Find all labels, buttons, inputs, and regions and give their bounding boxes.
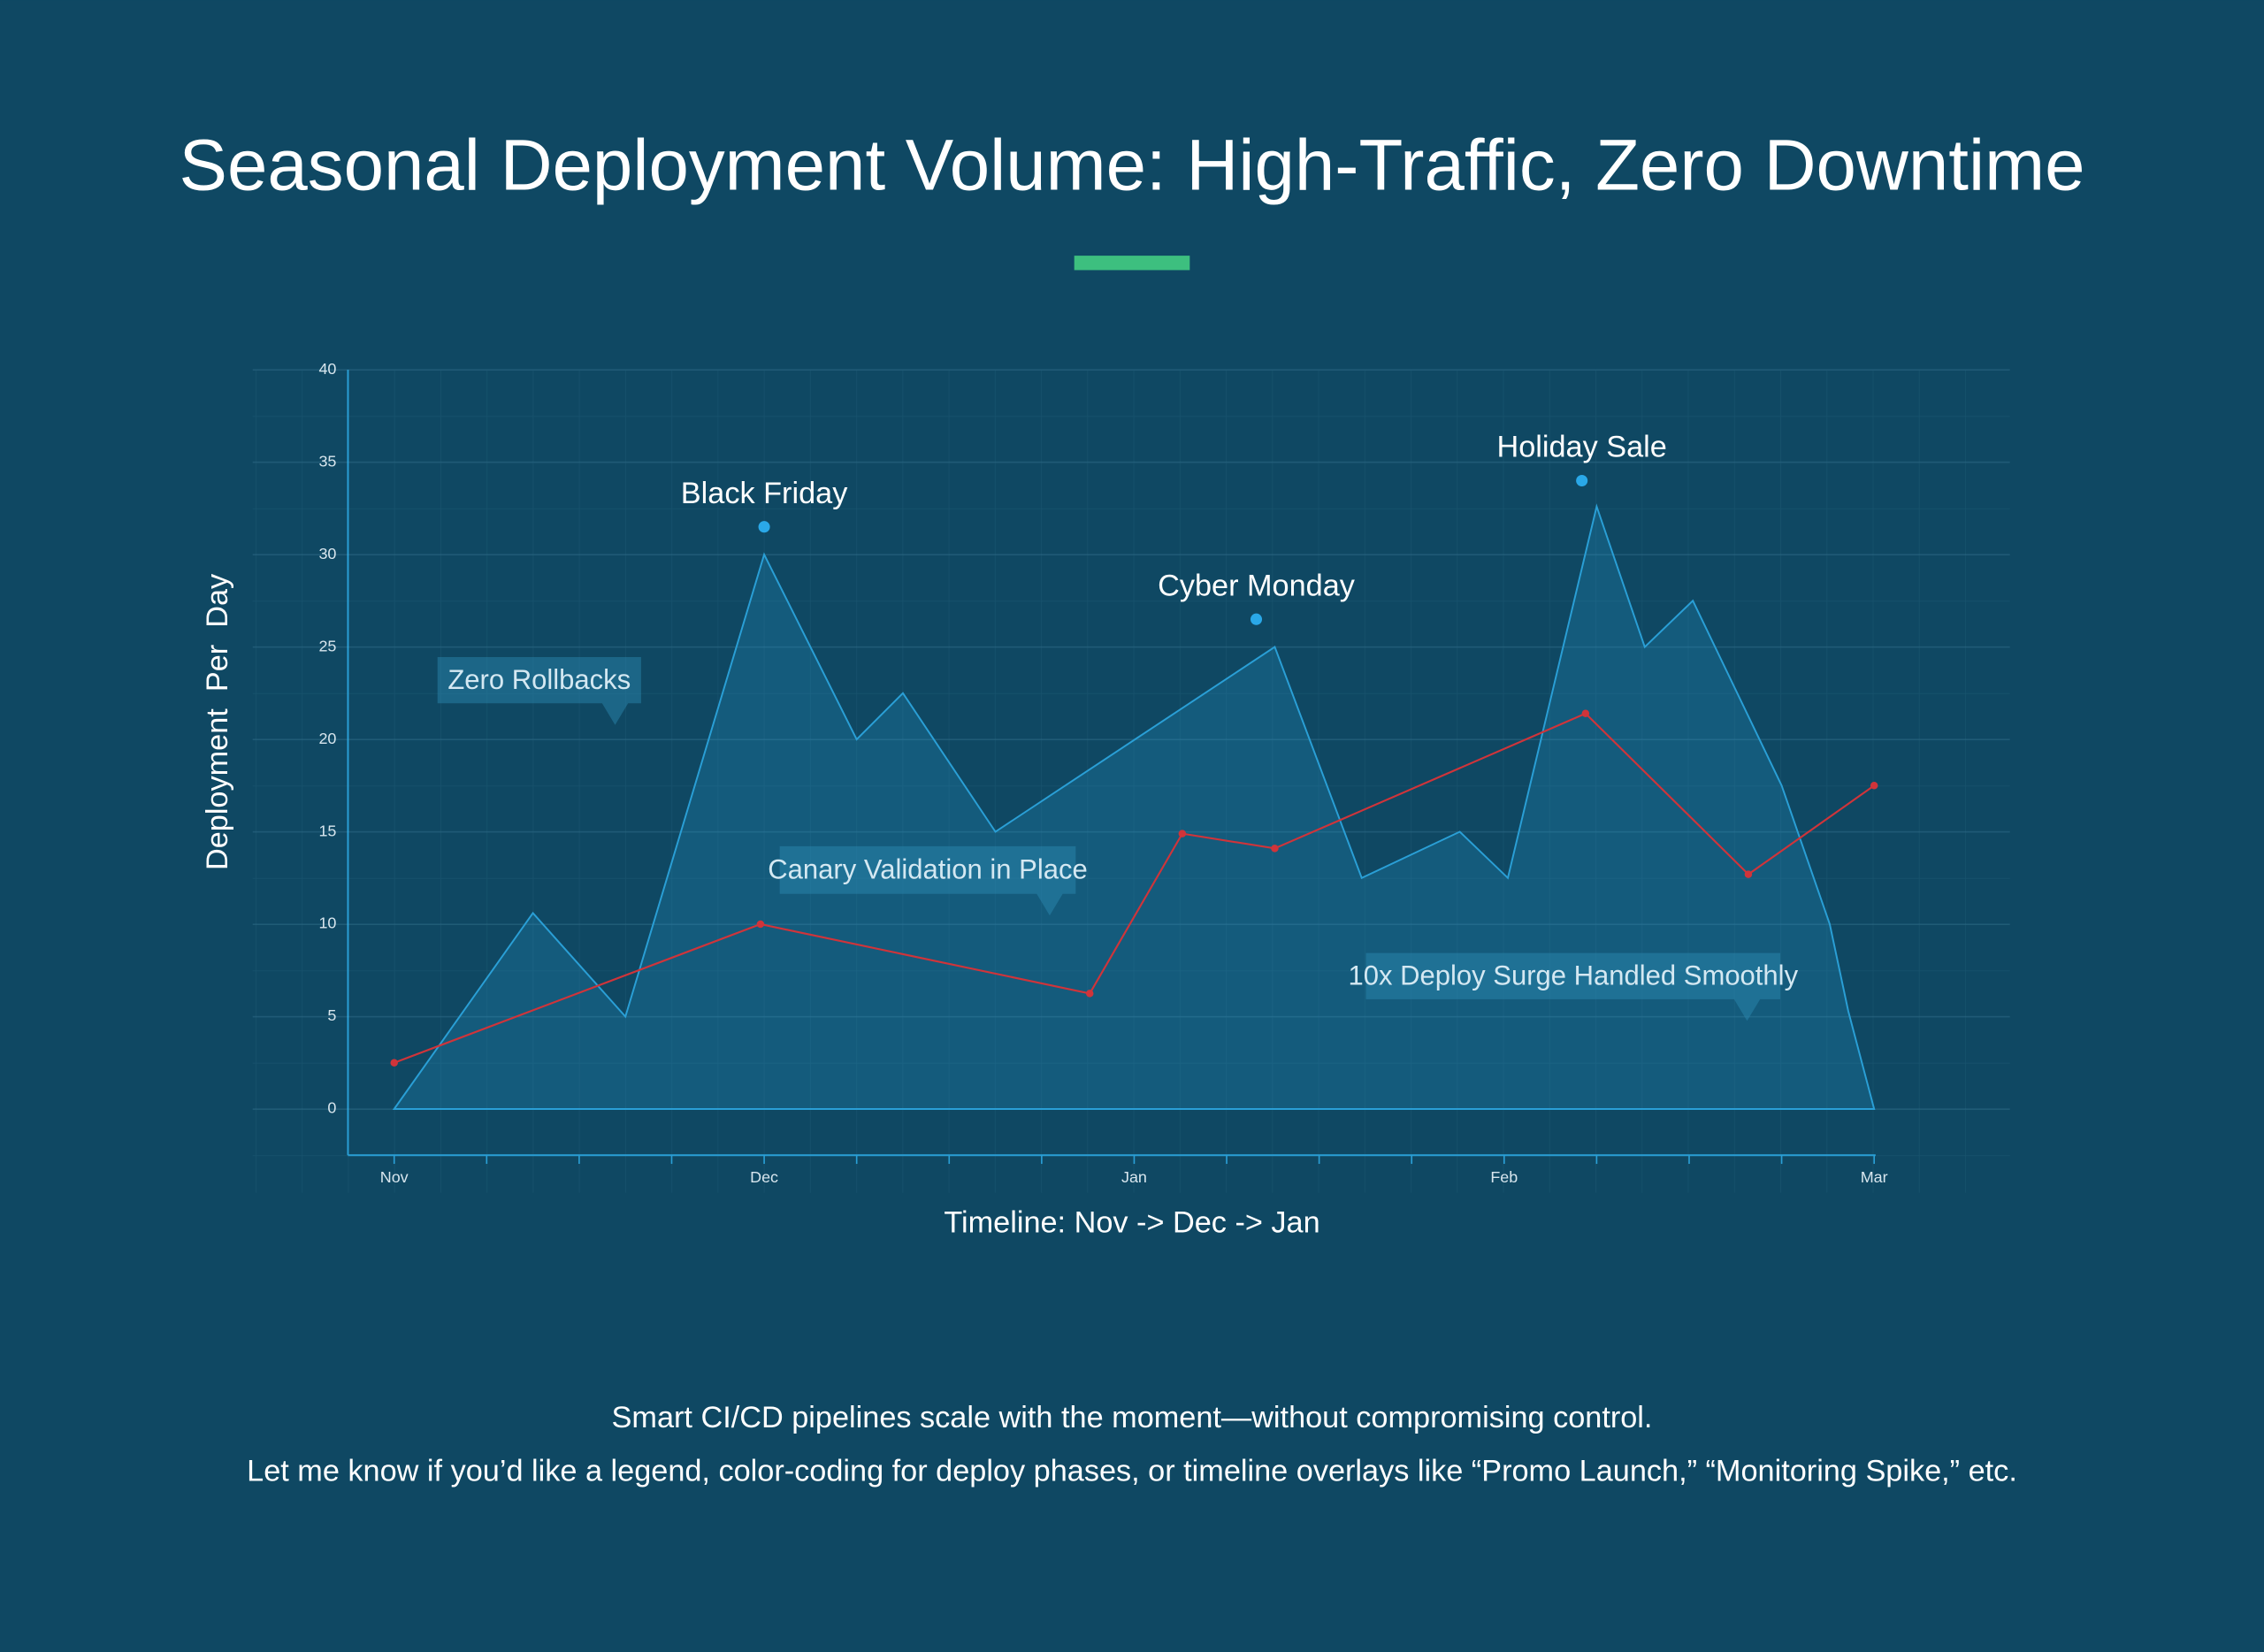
annotation-label: Black Friday bbox=[681, 477, 848, 510]
page-title: Seasonal Deployment Volume: High-Traffic… bbox=[180, 125, 2085, 205]
annotation-dot bbox=[1576, 474, 1588, 486]
line-point bbox=[390, 1059, 398, 1067]
y-tick-label: 15 bbox=[318, 822, 336, 839]
y-tick-label: 5 bbox=[327, 1006, 336, 1024]
line-point bbox=[756, 920, 765, 929]
footer-line: Smart CI/CD pipelines scale with the mom… bbox=[612, 1401, 1653, 1434]
annotation-label: Holiday Sale bbox=[1496, 431, 1666, 464]
footer-line: Let me know if you’d like a legend, colo… bbox=[247, 1454, 2017, 1488]
callout-box bbox=[1365, 952, 1781, 1021]
x-tick-label: Mar bbox=[1861, 1168, 1888, 1186]
line-point bbox=[1271, 845, 1279, 853]
callout-text: 10x Deploy Surge Handled Smoothly bbox=[1348, 960, 1798, 991]
annotation-label: Cyber Monday bbox=[1158, 569, 1356, 602]
title-underline bbox=[1074, 256, 1190, 271]
line-point bbox=[1086, 990, 1094, 998]
x-tick-label: Jan bbox=[1121, 1168, 1147, 1186]
y-tick-label: 30 bbox=[318, 545, 336, 562]
y-tick-label: 40 bbox=[318, 360, 336, 378]
y-tick-label: 0 bbox=[327, 1099, 336, 1117]
line-point bbox=[1581, 709, 1590, 718]
background-grid bbox=[252, 370, 2010, 1193]
area bbox=[392, 503, 1876, 1110]
callout-text: Canary Validation in Place bbox=[768, 854, 1087, 885]
callout-box bbox=[779, 845, 1076, 916]
y-axis-label: Deployment Per Day bbox=[201, 573, 234, 870]
x-tick-label: Feb bbox=[1490, 1168, 1518, 1186]
y-tick-label: 10 bbox=[318, 914, 336, 932]
callout-text: Zero Rollbacks bbox=[447, 664, 631, 695]
annotation-dot bbox=[758, 521, 770, 533]
x-axis-label: Timeline: Nov -> Dec -> Jan bbox=[944, 1206, 1319, 1240]
line bbox=[394, 712, 1875, 1064]
line-point bbox=[1744, 870, 1753, 878]
y-tick-label: 25 bbox=[318, 637, 336, 654]
x-tick-label: Dec bbox=[750, 1168, 778, 1186]
line-point bbox=[1870, 782, 1878, 790]
annotation-dot bbox=[1250, 613, 1263, 625]
line-point bbox=[1178, 830, 1187, 837]
y-tick-label: 20 bbox=[318, 730, 336, 747]
y-tick-label: 35 bbox=[318, 452, 336, 470]
x-tick-label: Nov bbox=[380, 1168, 409, 1186]
callout-box bbox=[437, 656, 641, 725]
